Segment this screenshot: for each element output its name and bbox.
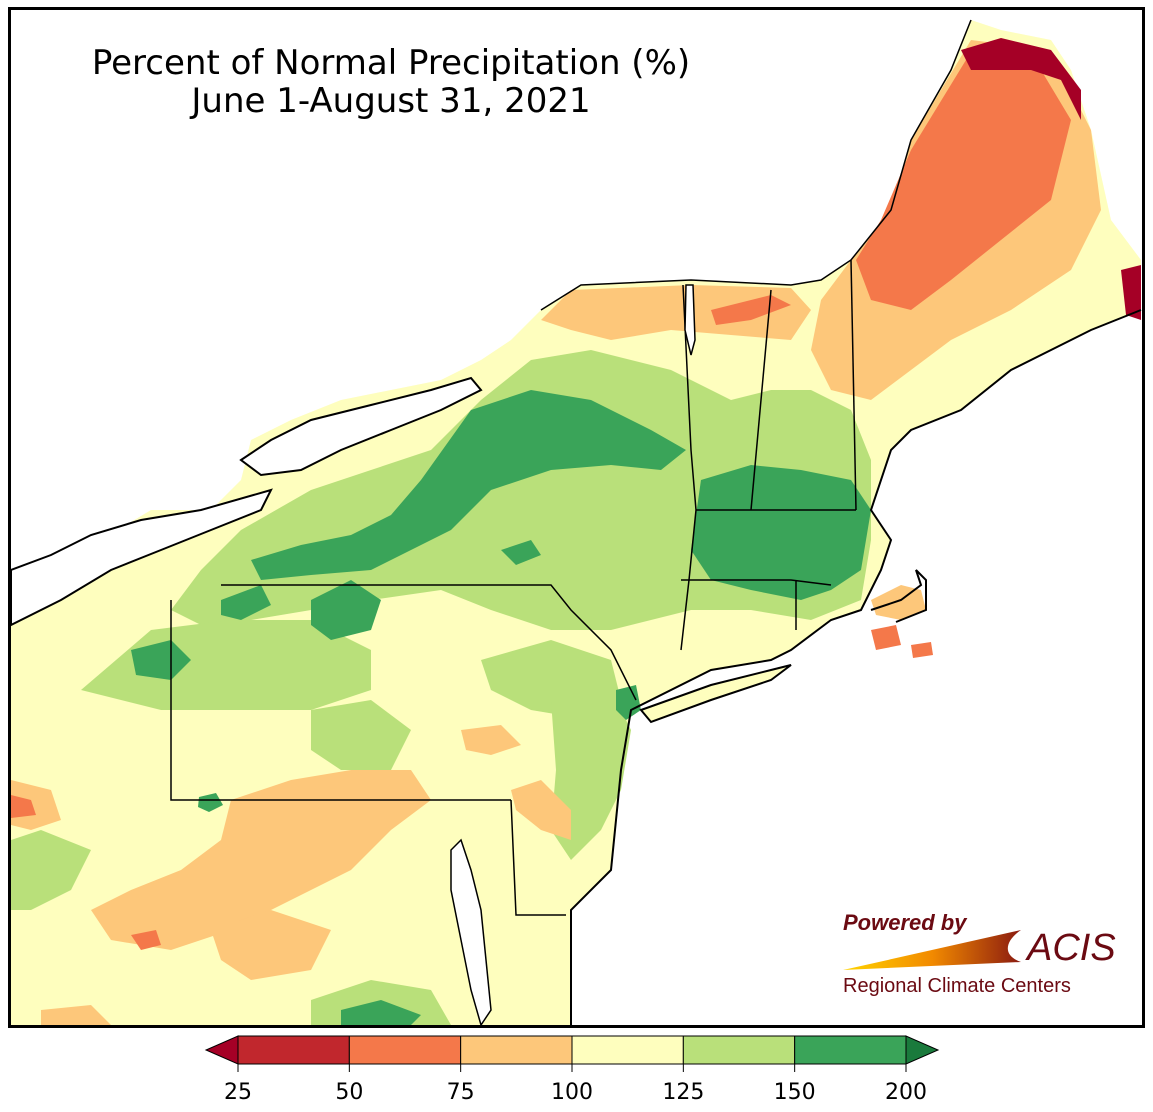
cape-cod <box>870 569 927 623</box>
coastline <box>570 309 1142 1025</box>
colorbar-segment <box>571 1035 684 1065</box>
region-pa-wet-3 <box>221 585 271 620</box>
region-vt-dry <box>711 295 791 325</box>
region-md-wet <box>341 1000 421 1025</box>
region-capecod-dry <box>871 625 901 650</box>
state-boundaries <box>170 259 857 916</box>
region-nantucket-dry <box>911 642 933 658</box>
logo-rcc: Regional Climate Centers <box>843 975 1071 997</box>
colorbar-tick-label: 125 <box>662 1080 704 1105</box>
region-ma-wet-2 <box>501 540 541 565</box>
colorbar-tick-label: 150 <box>774 1080 816 1105</box>
region-south-pa-above <box>311 700 411 770</box>
colorbar-tick-label: 100 <box>551 1080 593 1105</box>
logo-acis: ACIS <box>1025 927 1116 969</box>
colorbar-segment <box>682 1035 796 1065</box>
long-island <box>639 664 792 724</box>
region-pa-wet-1 <box>311 580 381 640</box>
region-capecod-below <box>871 585 926 620</box>
logo-powered-by: Powered by <box>843 910 968 935</box>
acis-logo: Powered by ACIS Regional Climate Centers <box>843 910 1116 997</box>
colorbar-tick-label: 50 <box>335 1080 363 1105</box>
region-pa-below <box>461 725 521 755</box>
region-sw-below <box>41 1005 111 1025</box>
region-ma-wet <box>691 465 871 600</box>
region-md-va-below <box>91 770 431 950</box>
region-pa-wet-2 <box>131 640 191 680</box>
colorbar-tick-label: 75 <box>447 1080 475 1105</box>
region-maine-very-dry <box>961 38 1081 120</box>
colorbar-over-arrow <box>905 1035 940 1065</box>
region-nyc-wet <box>616 685 641 720</box>
colorbar-under-arrow <box>204 1035 239 1065</box>
colorbar-segment <box>794 1035 907 1065</box>
colorbar-tick-label: 25 <box>224 1080 252 1105</box>
colorbar-segment <box>237 1035 350 1065</box>
region-va-below-2 <box>211 910 331 980</box>
region-de-below <box>511 780 571 840</box>
region-va-dry <box>131 930 161 950</box>
region-maine-dry <box>856 60 1071 310</box>
lake-champlain <box>684 284 696 356</box>
region-pa-wet-dot <box>198 793 223 812</box>
lake-ontario <box>239 376 483 477</box>
region-adirondack-below <box>541 285 811 340</box>
region-maine-east-very-dry <box>1121 265 1141 320</box>
region-west-below <box>11 780 61 830</box>
acis-flame-icon <box>843 930 1021 970</box>
chesapeake-bay <box>450 838 492 1025</box>
precipitation-map <box>11 19 1142 1025</box>
colorbar-segment <box>348 1035 462 1065</box>
map-subtitle: June 1-August 31, 2021 <box>191 81 591 121</box>
region-ny-wet <box>251 390 686 580</box>
region-west-above <box>11 830 91 910</box>
region-west-dry <box>11 795 36 818</box>
region-pa-above <box>81 620 371 710</box>
canada-border <box>540 19 972 311</box>
colorbar-tick-label: 200 <box>885 1080 927 1105</box>
map-title: Percent of Normal Precipitation (%) <box>91 43 691 83</box>
colorbar-segment <box>460 1035 573 1065</box>
map-frame: Percent of Normal Precipitation (%) June… <box>8 7 1145 1028</box>
lake-erie <box>11 488 273 627</box>
